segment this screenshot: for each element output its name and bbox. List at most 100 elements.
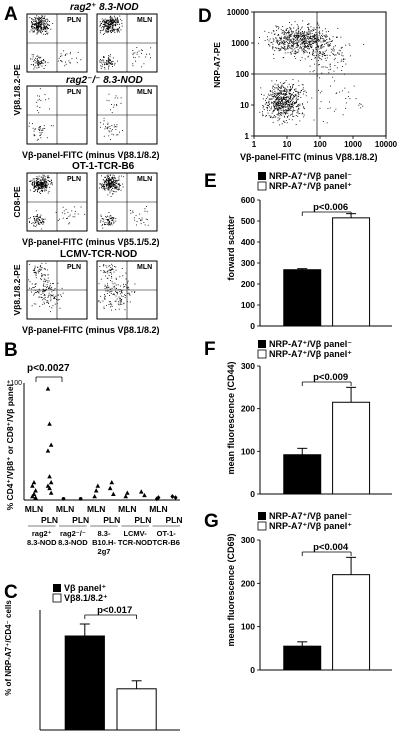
facs-dot [116, 104, 117, 105]
facs-dot [318, 27, 320, 29]
facs-dot [316, 41, 317, 43]
facs-dot [35, 185, 37, 187]
facs-dot [322, 39, 324, 41]
facs-dot [274, 116, 276, 118]
facs-dot [31, 26, 32, 28]
facs-dot [116, 186, 118, 188]
facs-dot [35, 24, 37, 25]
facs-dot [42, 218, 44, 220]
facs-dot [280, 93, 282, 95]
facs-dot [328, 45, 330, 47]
facs-dot [36, 178, 38, 179]
facs-dot [283, 83, 285, 84]
facs-dot [41, 20, 42, 22]
facs-dot [34, 62, 36, 64]
facs-dot [46, 187, 47, 189]
facs-dot [281, 103, 282, 104]
facs-dot [317, 37, 319, 39]
bar-open [332, 574, 371, 671]
facs-dot [41, 188, 43, 190]
facs-dot [332, 47, 334, 49]
facs-dot [285, 49, 286, 51]
facs-dot [43, 283, 45, 285]
bar-filled [283, 454, 322, 495]
facs-dot [342, 59, 344, 60]
facs-dot [324, 35, 326, 37]
facs-dot [294, 48, 296, 50]
facs-dot [99, 183, 101, 185]
facs-dot [344, 73, 345, 75]
facs-dot [121, 20, 123, 22]
facs-dot [285, 93, 287, 95]
facs-dot [295, 39, 296, 41]
facs-dot [309, 44, 311, 46]
facs-dot [284, 111, 286, 113]
facs-dot [48, 24, 50, 26]
facs-dot [37, 62, 39, 63]
facs-dot [61, 287, 63, 289]
facs-dot [111, 186, 113, 188]
facs-dot [115, 300, 117, 302]
facs-dot [122, 275, 124, 277]
facs-dot [102, 188, 104, 190]
facs-dot [34, 23, 36, 25]
facs-dot [108, 55, 110, 56]
facs-dot [41, 218, 43, 220]
facs-dot [298, 27, 299, 29]
facs-dot [38, 112, 40, 114]
facs-dot [48, 287, 50, 289]
facs-dot [273, 106, 275, 107]
facs-dot [293, 52, 295, 54]
facs-dot [298, 45, 300, 47]
facs-dot [337, 27, 339, 29]
facs-dot [292, 79, 294, 80]
facs-dot [119, 291, 121, 292]
facs-dot [37, 21, 39, 23]
facs-dot [280, 96, 282, 98]
facs-dot [34, 17, 36, 18]
facs-dot [32, 127, 34, 129]
facs-dot [311, 43, 312, 45]
group-label: OT-1- [157, 529, 177, 538]
facs-dot [42, 31, 43, 32]
facs-dot [62, 206, 64, 208]
facs-dot [284, 36, 286, 38]
facs-dot [302, 112, 303, 114]
facs-dot [304, 108, 305, 110]
facs-dot [39, 183, 41, 185]
facs-dot [40, 32, 42, 33]
facs-dot [103, 186, 104, 188]
facs-dot [298, 94, 300, 96]
facs-dot [51, 180, 52, 182]
facs-dot [41, 23, 42, 25]
facs-dot [113, 185, 115, 187]
facs-dot [120, 297, 121, 299]
panel-d-xlabel: Vβ-panel-FITC (minus Vβ8.1/8.2) [240, 152, 378, 162]
facs-dot [108, 183, 110, 185]
facs-dot [101, 225, 103, 227]
facs-dot [297, 104, 298, 106]
facs-dot [277, 41, 278, 43]
y-tick-label: 300 [241, 258, 255, 268]
facs-dot [281, 100, 282, 102]
facs-dot [270, 94, 272, 96]
facs-dot [32, 29, 34, 31]
facs-dot [286, 39, 288, 41]
facs-dot [283, 104, 284, 105]
facs-dot [57, 282, 59, 284]
facs-dot [294, 95, 296, 97]
facs-dot [284, 89, 285, 91]
facs-dot [291, 34, 293, 36]
facs-dot [43, 16, 45, 18]
facs-dot [41, 30, 43, 32]
facs-dot [280, 96, 282, 98]
facs-dot [276, 114, 278, 115]
facs-dot [309, 65, 311, 67]
panel-b-ylabel: % CD4⁺/Vβ8⁺ or CD8⁺/Vβ panel⁺ [5, 380, 15, 511]
facs-dot [66, 218, 67, 219]
facs-dot [295, 98, 297, 100]
facs-dot [305, 39, 307, 41]
facs-dot [266, 96, 268, 98]
facs-dot [36, 24, 38, 26]
facs-dot [106, 286, 108, 288]
